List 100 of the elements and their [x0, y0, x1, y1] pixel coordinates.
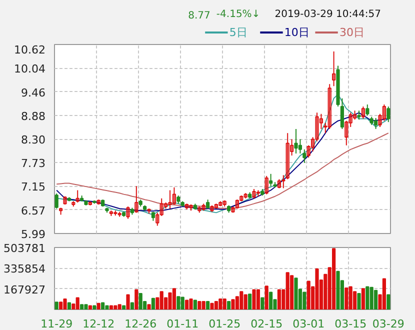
bar	[185, 300, 189, 310]
bar	[286, 272, 290, 310]
candlestick	[366, 104, 370, 116]
bar	[160, 291, 164, 310]
bar	[256, 289, 260, 310]
bar	[84, 304, 88, 310]
candlestick	[382, 104, 386, 122]
bar	[386, 294, 390, 310]
bar	[260, 297, 264, 310]
x-tick-label: 01-11	[166, 318, 199, 330]
bar	[193, 300, 197, 310]
bar	[366, 286, 370, 310]
bar	[240, 291, 244, 310]
bar	[227, 301, 231, 310]
bar	[138, 293, 142, 310]
bar	[206, 301, 210, 310]
bar	[344, 287, 348, 310]
candlestick	[172, 186, 176, 206]
bar	[134, 289, 138, 310]
y-tick-label: 167927	[4, 283, 46, 296]
bar	[147, 304, 151, 310]
bar	[370, 286, 374, 310]
bar	[290, 275, 294, 310]
bar	[54, 302, 58, 310]
bar	[114, 305, 118, 310]
text: 2019-03-29 10:44:57	[274, 9, 381, 20]
bar	[88, 305, 92, 310]
bar	[269, 292, 273, 310]
bar	[118, 304, 122, 310]
bar	[306, 280, 310, 310]
candlestick	[134, 186, 138, 214]
bar	[374, 290, 378, 310]
candlestick	[298, 138, 302, 154]
bar	[248, 294, 252, 310]
x-tick-label: 12-26	[124, 318, 157, 330]
y-tick-label: 8.88	[21, 110, 46, 124]
y-tick-label: 7.73	[21, 156, 46, 170]
legend-label: 30日	[339, 26, 364, 39]
bar	[63, 298, 67, 310]
bar	[277, 289, 281, 310]
bar	[315, 268, 319, 310]
x-tick-label: 03-29	[372, 318, 404, 330]
candlestick	[54, 192, 58, 210]
bar	[67, 302, 71, 310]
x-tick-label: 03-15	[334, 318, 367, 330]
candlestick	[361, 106, 365, 120]
bar	[168, 292, 172, 310]
y-tick-label: 8.30	[21, 134, 46, 147]
bar	[198, 301, 202, 310]
y-tick-label: 335854	[4, 262, 46, 276]
y-tick-label: 6.57	[21, 204, 46, 218]
bar	[210, 302, 214, 310]
candlestick	[269, 173, 273, 187]
bar	[361, 288, 365, 310]
candlestick	[302, 148, 306, 164]
candlestick	[286, 132, 290, 180]
candlestick	[332, 50, 336, 87]
x-tick-label: 12-12	[82, 318, 115, 330]
y-tick-label: 10.04	[14, 62, 46, 76]
bar	[348, 286, 352, 310]
bar	[252, 289, 256, 310]
candlestick	[282, 174, 286, 189]
y-tick-label: 10.62	[14, 44, 46, 56]
candlestick	[76, 190, 80, 203]
x-tick-label: 11-29	[40, 318, 73, 330]
bar	[214, 301, 218, 310]
x-tick-label: 01-25	[208, 318, 241, 330]
y-tick-label: 7.15	[21, 180, 46, 194]
bar	[105, 305, 109, 310]
bar	[180, 296, 184, 310]
bar	[218, 298, 222, 310]
bar	[189, 298, 193, 310]
bar	[264, 286, 268, 310]
bar	[336, 270, 340, 310]
y-tick-label: 5.99	[21, 228, 46, 241]
legend-label: 5日	[229, 26, 248, 39]
bar	[126, 294, 130, 310]
text: -4.15%↓	[216, 9, 260, 20]
bar	[294, 278, 298, 310]
bar	[382, 278, 386, 310]
bar	[302, 292, 306, 310]
candlestick	[252, 188, 256, 199]
y-tick-label: 9.46	[21, 86, 46, 100]
x-tick-label: 03-01	[292, 318, 325, 330]
candlestick	[264, 175, 268, 195]
bar	[92, 305, 96, 310]
bar	[101, 302, 105, 310]
candlestick	[126, 206, 130, 220]
bar	[231, 299, 235, 310]
candlestick	[294, 128, 298, 154]
bar	[172, 288, 176, 310]
bar	[332, 248, 336, 310]
bar	[176, 296, 180, 310]
bar	[202, 301, 206, 310]
candlestick	[374, 117, 378, 130]
candlestick	[168, 190, 172, 210]
bar	[122, 305, 126, 310]
bar	[130, 302, 134, 310]
bar	[76, 297, 80, 310]
legend-label: 10日	[284, 26, 310, 39]
